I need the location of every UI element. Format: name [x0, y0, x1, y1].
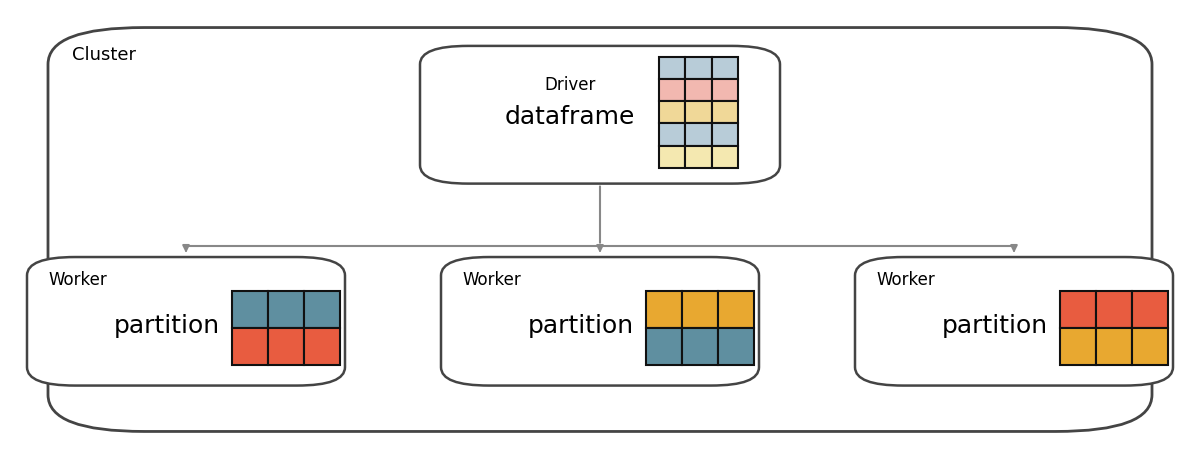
Bar: [682, 291, 718, 328]
FancyBboxPatch shape: [420, 46, 780, 184]
Bar: [1132, 328, 1168, 365]
FancyArrowPatch shape: [598, 245, 602, 251]
Text: dataframe: dataframe: [505, 105, 635, 129]
Bar: [659, 57, 685, 79]
Bar: [712, 101, 738, 123]
Bar: [1060, 328, 1096, 365]
FancyArrowPatch shape: [184, 245, 188, 251]
Bar: [685, 79, 712, 101]
Bar: [712, 123, 738, 146]
Text: partition: partition: [114, 314, 220, 338]
Bar: [1096, 328, 1132, 365]
Bar: [304, 328, 340, 365]
Bar: [685, 101, 712, 123]
Text: Worker: Worker: [463, 271, 521, 289]
Bar: [659, 79, 685, 101]
Bar: [268, 328, 304, 365]
Bar: [232, 328, 268, 365]
Bar: [712, 57, 738, 79]
Bar: [268, 291, 304, 328]
Text: Worker: Worker: [48, 271, 107, 289]
Bar: [659, 101, 685, 123]
Bar: [712, 146, 738, 168]
Bar: [1096, 291, 1132, 328]
Bar: [718, 291, 754, 328]
Bar: [682, 328, 718, 365]
Text: Driver: Driver: [545, 76, 595, 94]
FancyArrowPatch shape: [1012, 245, 1016, 251]
Text: Worker: Worker: [876, 271, 935, 289]
Bar: [1060, 291, 1096, 328]
Bar: [232, 291, 268, 328]
Bar: [1132, 291, 1168, 328]
Text: partition: partition: [528, 314, 634, 338]
Bar: [304, 291, 340, 328]
Text: Cluster: Cluster: [72, 46, 136, 64]
Bar: [712, 79, 738, 101]
FancyBboxPatch shape: [442, 257, 760, 386]
FancyBboxPatch shape: [854, 257, 1174, 386]
Bar: [659, 123, 685, 146]
Bar: [646, 328, 682, 365]
Bar: [659, 146, 685, 168]
Text: partition: partition: [942, 314, 1048, 338]
FancyBboxPatch shape: [48, 28, 1152, 431]
Bar: [646, 291, 682, 328]
Bar: [718, 328, 754, 365]
Bar: [685, 146, 712, 168]
Bar: [685, 123, 712, 146]
FancyBboxPatch shape: [26, 257, 346, 386]
Bar: [685, 57, 712, 79]
